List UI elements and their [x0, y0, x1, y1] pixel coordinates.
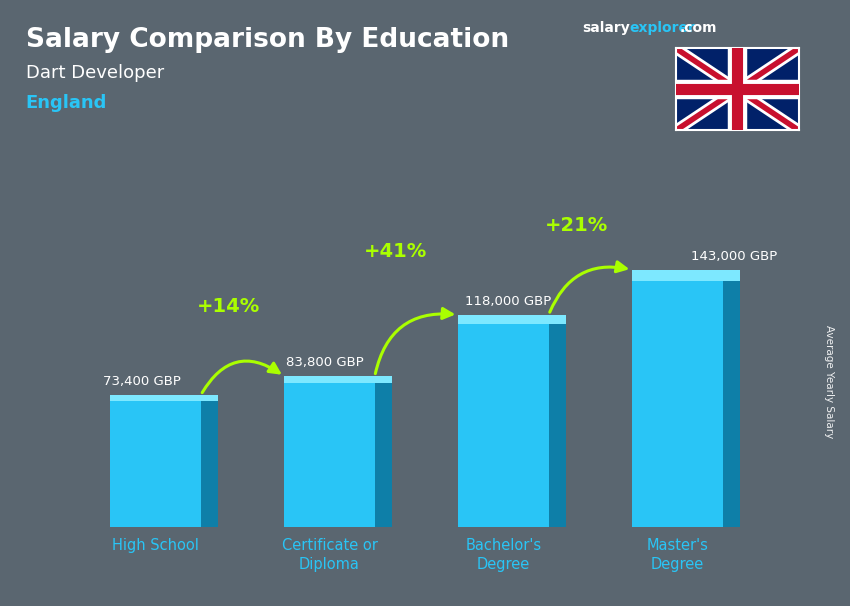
Bar	[549, 315, 566, 527]
Text: Average Yearly Salary: Average Yearly Salary	[824, 325, 834, 438]
Text: .com: .com	[680, 21, 717, 35]
Bar	[284, 376, 375, 527]
Text: 143,000 GBP: 143,000 GBP	[691, 250, 778, 263]
Bar	[110, 395, 218, 401]
Text: explorer: explorer	[629, 21, 694, 35]
Bar	[110, 395, 201, 527]
Bar	[722, 270, 740, 527]
Text: +41%: +41%	[364, 242, 428, 261]
Text: 83,800 GBP: 83,800 GBP	[286, 356, 364, 370]
Text: 73,400 GBP: 73,400 GBP	[104, 375, 181, 388]
Bar	[201, 395, 218, 527]
Bar	[458, 315, 549, 527]
Bar	[375, 376, 392, 527]
Bar	[284, 376, 392, 383]
Bar	[632, 270, 722, 527]
Bar	[632, 270, 740, 281]
Bar	[458, 315, 566, 324]
Text: Dart Developer: Dart Developer	[26, 64, 164, 82]
Text: England: England	[26, 94, 107, 112]
Text: 118,000 GBP: 118,000 GBP	[465, 295, 552, 308]
Text: salary: salary	[582, 21, 630, 35]
Text: +21%: +21%	[545, 216, 608, 235]
Text: Salary Comparison By Education: Salary Comparison By Education	[26, 27, 508, 53]
Text: +14%: +14%	[197, 298, 260, 316]
